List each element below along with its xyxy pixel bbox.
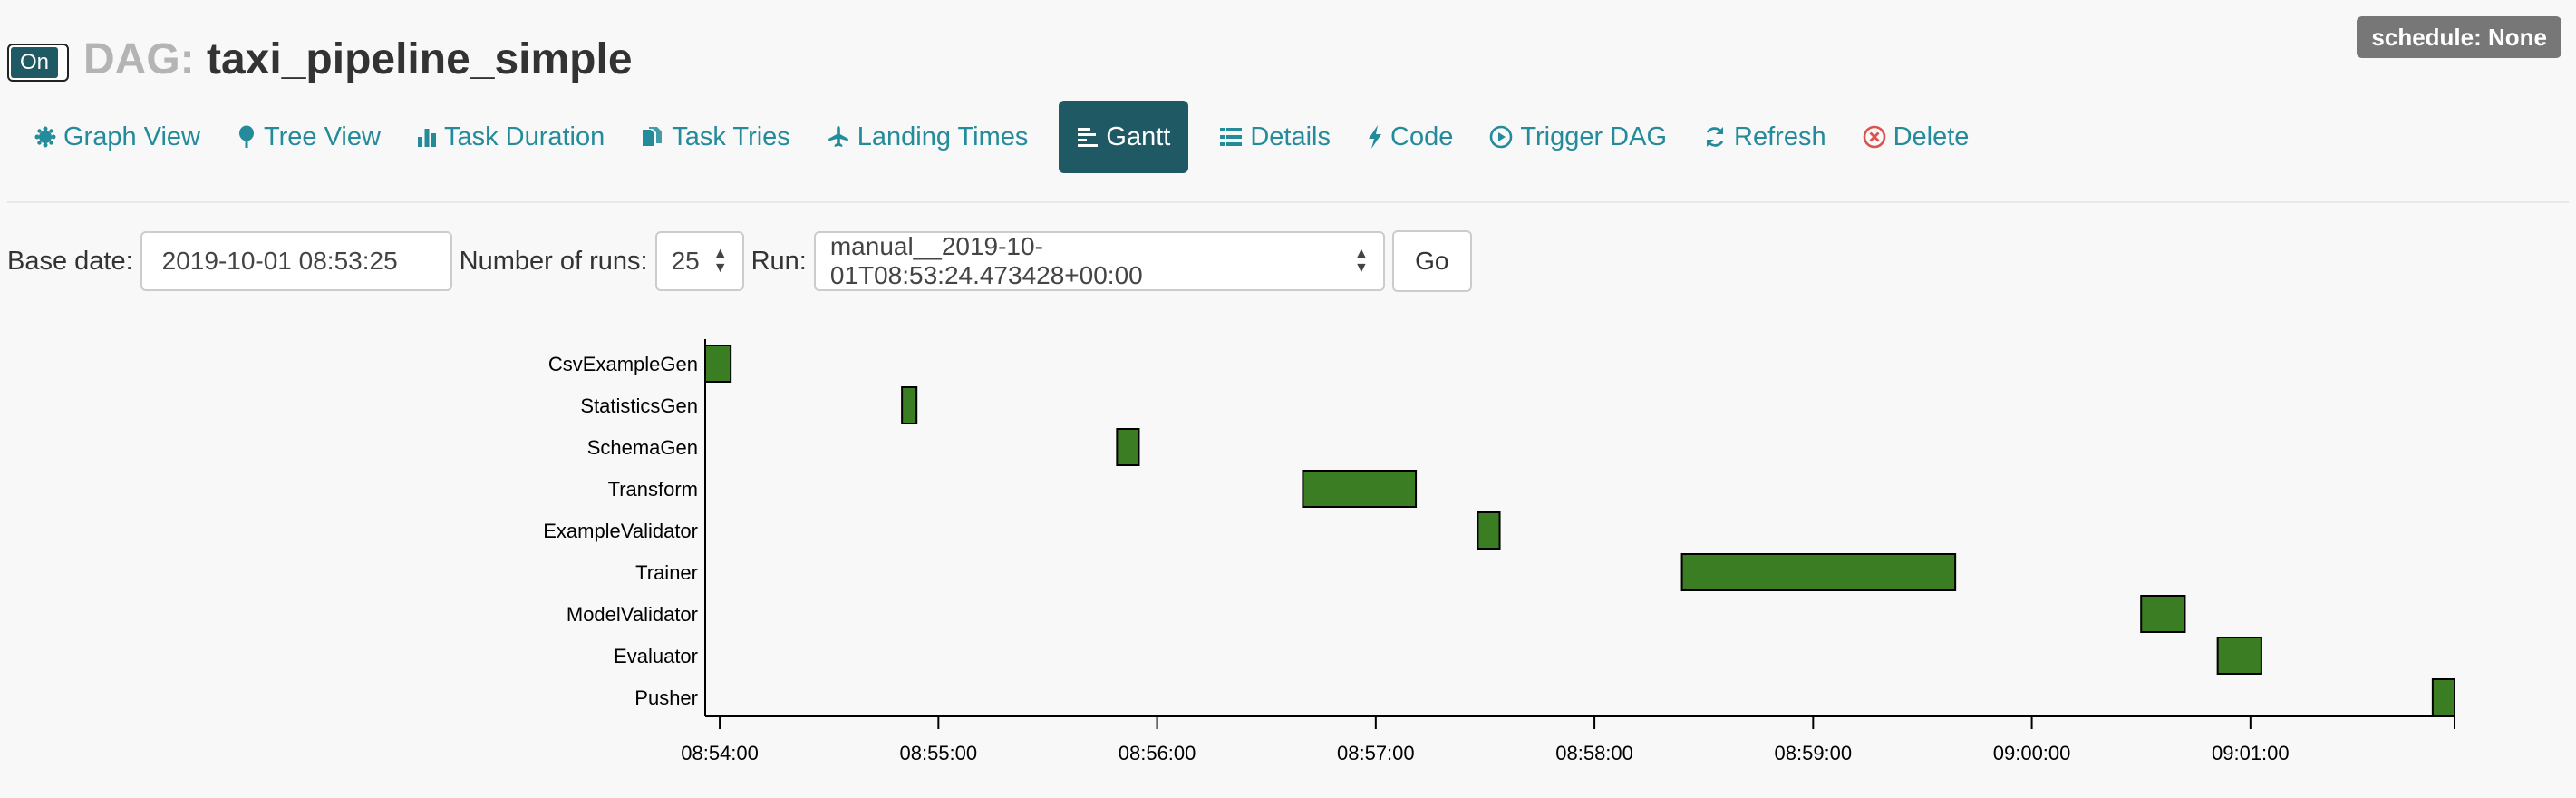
task-label: Trainer xyxy=(635,561,698,584)
task-label: Pusher xyxy=(634,686,698,709)
tab-gantt[interactable]: Gantt xyxy=(1059,101,1189,173)
tab-task-duration[interactable]: Task Duration xyxy=(399,101,623,173)
tab-label: Delete xyxy=(1893,122,1970,151)
files-icon xyxy=(643,127,663,146)
dag-on-toggle[interactable]: On xyxy=(7,44,69,82)
tab-label: Landing Times xyxy=(857,122,1029,151)
task-bar xyxy=(1680,553,1957,591)
select-arrows-icon: ▲ ▼ xyxy=(712,246,728,276)
task-bar xyxy=(2216,637,2262,675)
tab-label: Trigger DAG xyxy=(1520,122,1668,151)
select-arrows-icon: ▲ ▼ xyxy=(1354,246,1369,276)
bolt-icon xyxy=(1369,125,1382,149)
x-tick-label: 08:56:00 xyxy=(1119,742,1196,764)
dag-nav-tabs: Graph View Tree View Task Duration Task … xyxy=(16,100,1987,174)
bar-chart-icon xyxy=(417,129,436,147)
tab-delete[interactable]: Delete xyxy=(1845,101,1988,173)
gantt-chart: CsvExampleGen StatisticsGen SchemaGen Trans… xyxy=(543,339,2455,764)
base-date-value: 2019-10-01 08:53:25 xyxy=(161,247,398,275)
divider xyxy=(7,201,2569,203)
task-bar xyxy=(1302,470,1418,508)
play-circle-icon xyxy=(1490,125,1513,149)
task-label: CsvExampleGen xyxy=(548,353,698,375)
task-bar xyxy=(2140,595,2186,633)
task-bar xyxy=(1116,428,1140,466)
task-label: SchemaGen xyxy=(587,436,698,459)
plane-icon xyxy=(828,126,848,147)
x-tick-label: 08:54:00 xyxy=(681,742,759,764)
x-tick-label: 08:57:00 xyxy=(1337,742,1415,764)
toggle-label: On xyxy=(11,47,58,78)
go-button[interactable]: Go xyxy=(1391,230,1472,292)
tab-details[interactable]: Details xyxy=(1201,101,1349,173)
task-bar xyxy=(2431,678,2455,716)
tab-label: Code xyxy=(1390,122,1454,151)
task-bar xyxy=(1477,511,1501,550)
num-runs-select[interactable]: 25 ▲ ▼ xyxy=(654,231,744,291)
task-label: ExampleValidator xyxy=(543,520,698,542)
task-label: Transform xyxy=(608,478,698,501)
task-label: StatisticsGen xyxy=(580,394,698,417)
x-tick-label: 09:00:00 xyxy=(1993,742,2071,764)
tab-trigger-dag[interactable]: Trigger DAG xyxy=(1471,101,1685,173)
tab-label: Graph View xyxy=(63,122,200,151)
page-title: DAG: taxi_pipeline_simple xyxy=(83,31,633,89)
tab-code[interactable]: Code xyxy=(1349,101,1471,173)
gantt-icon xyxy=(1078,128,1099,147)
task-label: ModelValidator xyxy=(567,603,698,626)
task-bar xyxy=(704,345,732,383)
tab-label: Tree View xyxy=(264,122,381,151)
x-tick-label: 08:55:00 xyxy=(900,742,978,764)
tab-label: Details xyxy=(1250,122,1332,151)
x-tick-label: 08:58:00 xyxy=(1555,742,1633,764)
task-label: Evaluator xyxy=(614,645,698,667)
tree-icon xyxy=(239,125,254,148)
dag-header: On DAG: taxi_pipeline_simple schedule: N… xyxy=(0,0,2576,109)
num-runs-label: Number of runs: xyxy=(459,246,648,276)
base-date-label: Base date: xyxy=(7,246,133,276)
run-label: Run: xyxy=(751,246,807,276)
schedule-badge: schedule: None xyxy=(2357,16,2561,58)
tab-label: Task Tries xyxy=(672,122,790,151)
list-icon xyxy=(1220,128,1243,146)
run-select[interactable]: manual__2019-10-01T08:53:24.473428+00:00… xyxy=(813,231,1385,291)
tab-graph-view[interactable]: Graph View xyxy=(16,101,218,173)
graph-icon xyxy=(34,126,56,148)
tab-label: Gantt xyxy=(1106,122,1171,151)
num-runs-value: 25 xyxy=(671,247,700,275)
dag-label: DAG: xyxy=(83,35,195,83)
run-value: manual__2019-10-01T08:53:24.473428+00:00 xyxy=(829,232,1143,289)
tab-label: Refresh xyxy=(1734,122,1826,151)
tab-landing-times[interactable]: Landing Times xyxy=(809,101,1047,173)
tab-refresh[interactable]: Refresh xyxy=(1685,101,1845,173)
task-bar xyxy=(901,386,918,424)
refresh-icon xyxy=(1706,127,1724,147)
base-date-input[interactable]: 2019-10-01 08:53:25 xyxy=(140,231,452,291)
tab-task-tries[interactable]: Task Tries xyxy=(623,101,809,173)
gantt-controls: Base date: 2019-10-01 08:53:25 Number of… xyxy=(7,230,1472,292)
dag-name: taxi_pipeline_simple xyxy=(207,35,633,83)
x-tick-label: 08:59:00 xyxy=(1775,742,1853,764)
delete-circle-icon xyxy=(1863,125,1885,149)
tab-tree-view[interactable]: Tree View xyxy=(218,101,399,173)
x-tick-label: 09:01:00 xyxy=(2212,742,2290,764)
tab-label: Task Duration xyxy=(443,122,605,151)
